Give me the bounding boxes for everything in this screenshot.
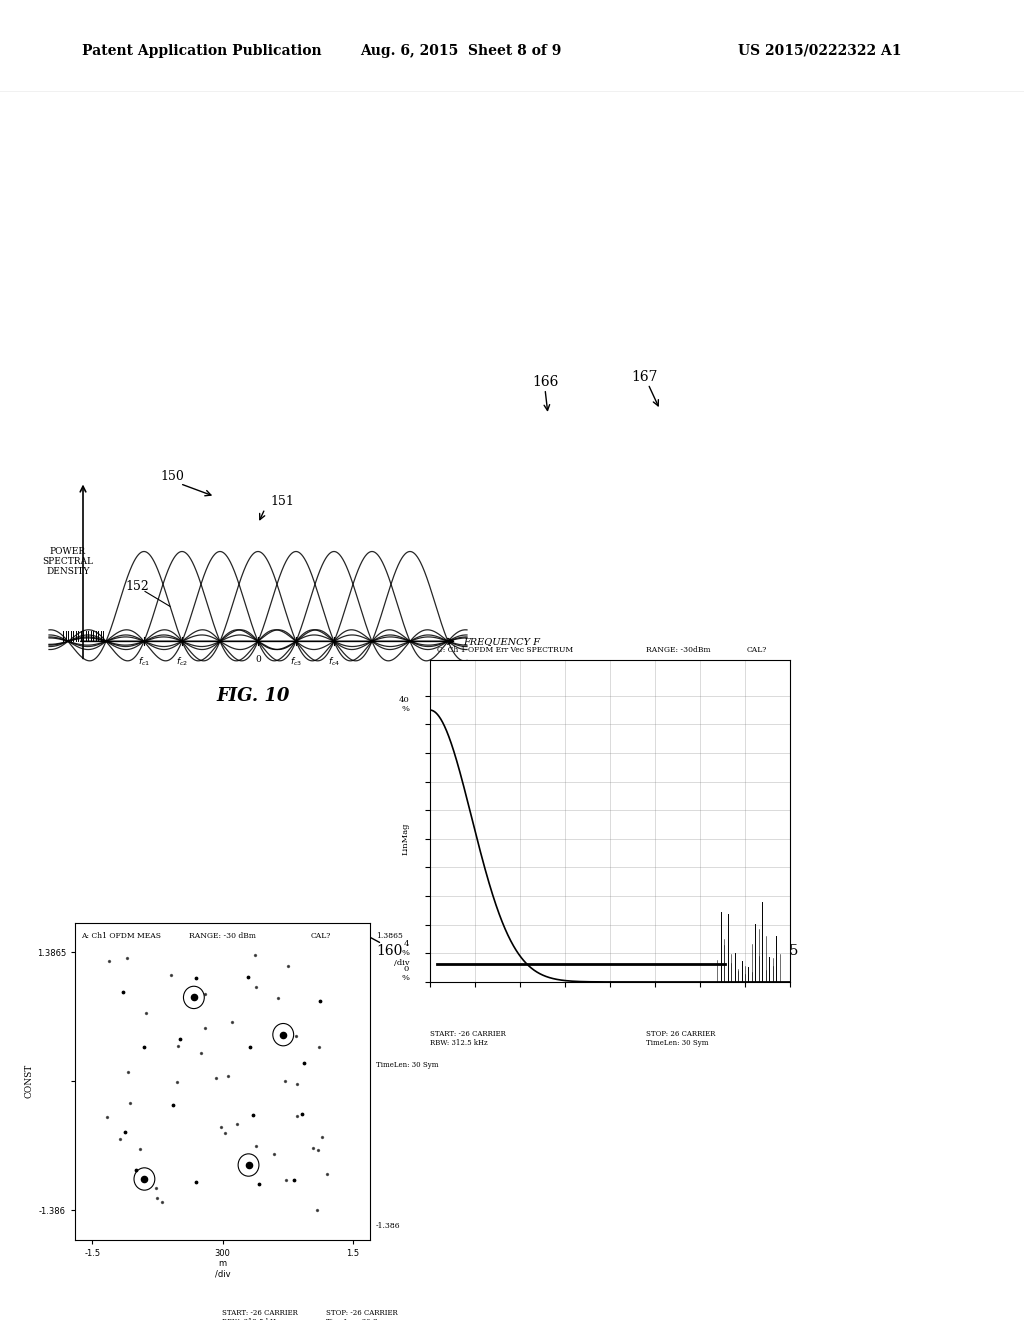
Point [308, 1199, 325, 1220]
Point [115, 982, 131, 1003]
Point [154, 1192, 170, 1213]
Y-axis label: CONST: CONST [25, 1064, 34, 1098]
Text: CAL?: CAL? [311, 932, 332, 940]
Text: START: -26 CARRIER
RBW: 312.5 kHz: START: -26 CARRIER RBW: 312.5 kHz [430, 1030, 506, 1048]
Point [169, 1072, 185, 1093]
Point [318, 1163, 335, 1184]
Point [224, 1011, 241, 1032]
Text: TimeLen: 30 Sym: TimeLen: 30 Sym [376, 1061, 438, 1069]
Point [286, 1170, 302, 1191]
Point [275, 1024, 292, 1045]
Point [187, 968, 204, 989]
Point [122, 1092, 138, 1113]
Text: 40
%: 40 % [398, 696, 410, 713]
Text: RANGE: -30 dBm: RANGE: -30 dBm [189, 932, 256, 940]
Text: POWER
SPECTRAL
DENSITY: POWER SPECTRAL DENSITY [43, 546, 93, 577]
Point [185, 987, 202, 1008]
Text: FREQUENCY F: FREQUENCY F [463, 636, 540, 645]
Point [294, 1104, 310, 1125]
Point [248, 1135, 264, 1156]
Text: $f_{c4}$: $f_{c4}$ [328, 655, 340, 668]
Point [213, 1117, 229, 1138]
Point [197, 983, 213, 1005]
Text: 167: 167 [632, 370, 658, 384]
Point [119, 948, 135, 969]
Text: LinMag: LinMag [401, 822, 410, 855]
Text: FIG. 11A: FIG. 11A [237, 966, 324, 985]
Point [138, 1002, 155, 1023]
Text: 0
%: 0 % [401, 965, 410, 982]
Point [187, 1171, 204, 1192]
Point [310, 1036, 327, 1057]
Point [241, 1155, 257, 1176]
Point [100, 950, 117, 972]
Text: CAL?: CAL? [746, 645, 767, 653]
Point [270, 987, 287, 1008]
Point [193, 1041, 209, 1063]
Point [120, 1061, 136, 1082]
Point [309, 1139, 326, 1160]
Point [296, 1052, 312, 1073]
Point [240, 966, 256, 987]
Text: RANGE: -30dBm: RANGE: -30dBm [646, 645, 711, 653]
Text: C: Ch 1 OFDM Err Vec SPECTRUM: C: Ch 1 OFDM Err Vec SPECTRUM [437, 645, 573, 653]
Text: Aug. 6, 2015  Sheet 8 of 9: Aug. 6, 2015 Sheet 8 of 9 [360, 44, 561, 58]
Text: 151: 151 [270, 495, 294, 508]
Point [251, 1173, 267, 1195]
Point [132, 1139, 148, 1160]
Point [248, 977, 264, 998]
Text: START: -26 CARRIER
RBW: 312.5 kHz: START: -26 CARRIER RBW: 312.5 kHz [222, 1309, 298, 1320]
Point [216, 1122, 232, 1143]
Point [229, 1113, 246, 1134]
Text: 0: 0 [255, 655, 261, 664]
Point [288, 1026, 304, 1047]
Text: 166: 166 [531, 375, 558, 389]
Point [245, 1105, 261, 1126]
Text: $f_{c2}$: $f_{c2}$ [176, 655, 188, 668]
Point [281, 956, 297, 977]
Text: STOP: -26 CARRIER
TimeLen: 30 Sym: STOP: -26 CARRIER TimeLen: 30 Sym [326, 1309, 397, 1320]
Text: 160: 160 [377, 944, 403, 958]
Point [127, 1160, 143, 1181]
Point [197, 1018, 213, 1039]
Point [170, 1036, 186, 1057]
Point [266, 1143, 283, 1164]
Point [289, 1105, 305, 1126]
Point [289, 1073, 305, 1094]
Text: 152: 152 [125, 579, 148, 593]
Text: FIG. 11B: FIG. 11B [686, 713, 774, 730]
Text: Patent Application Publication: Patent Application Publication [82, 44, 322, 58]
Point [304, 1138, 321, 1159]
Point [136, 1168, 153, 1189]
Point [163, 964, 179, 985]
Text: FIG. 10: FIG. 10 [216, 688, 290, 705]
Point [312, 991, 329, 1012]
Text: 165: 165 [772, 944, 798, 958]
Point [148, 1177, 165, 1199]
Text: 1.3865: 1.3865 [376, 932, 402, 940]
Point [276, 1071, 293, 1092]
Point [172, 1028, 188, 1049]
Point [247, 944, 263, 965]
Point [313, 1127, 330, 1148]
Point [117, 1121, 133, 1142]
Text: US 2015/0222322 A1: US 2015/0222322 A1 [737, 44, 901, 58]
Point [112, 1129, 128, 1150]
Text: $f_{c1}$: $f_{c1}$ [138, 655, 151, 668]
Point [242, 1036, 258, 1057]
Text: $f_{c3}$: $f_{c3}$ [290, 655, 302, 668]
Point [99, 1106, 116, 1127]
Text: -1.386: -1.386 [376, 1222, 400, 1230]
Point [148, 1188, 165, 1209]
Point [165, 1094, 181, 1115]
Text: A: Ch1 OFDM MEAS: A: Ch1 OFDM MEAS [81, 932, 161, 940]
Point [278, 1170, 294, 1191]
Point [220, 1065, 237, 1086]
Point [208, 1068, 224, 1089]
Text: STOP: 26 CARRIER
TimeLen: 30 Sym: STOP: 26 CARRIER TimeLen: 30 Sym [646, 1030, 716, 1048]
Text: 150: 150 [160, 470, 184, 483]
Point [136, 1036, 153, 1057]
Text: 4
%
/div: 4 % /div [393, 940, 410, 966]
